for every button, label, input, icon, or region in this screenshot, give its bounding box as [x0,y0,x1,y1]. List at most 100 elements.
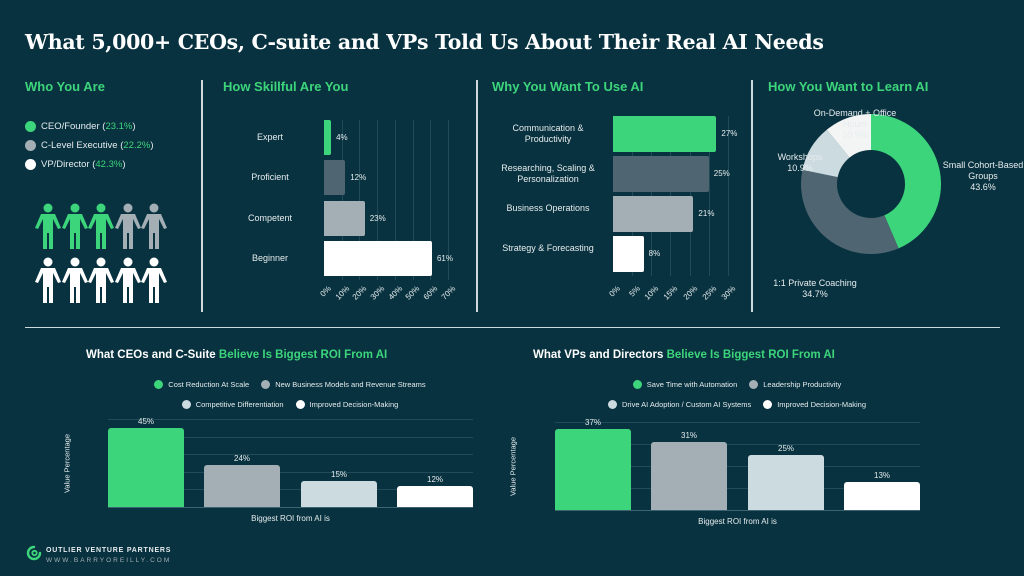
divider [751,80,753,312]
gridline [412,120,414,280]
legend-dot [763,400,773,409]
legend-label: Improved Decision-Making [309,400,399,409]
bar [613,236,644,272]
x-axis-label: Biggest ROI from AI is [251,514,330,523]
divider [201,80,203,312]
gridline [394,120,396,280]
legend-pct-wrap: (22.2%) [117,140,154,151]
donut-label: Small Cohort-Based Groups 43.6% [940,160,1024,193]
bar-value-label: 25% [777,444,795,454]
gridline [108,436,473,438]
legend-item: Cost Reduction At Scale [154,380,249,389]
bar [324,160,346,195]
bar-value-label: 27% [721,129,738,138]
bar-value-label: 4% [336,132,348,142]
legend-label: Cost Reduction At Scale [168,380,250,389]
person-icon [87,257,115,310]
legend-pct-wrap: (23.1%) [99,121,136,132]
y-axis-label: Value Percentage [508,436,518,497]
bar-value-label: 61% [436,253,453,263]
legend-item: Drive AI Adoption / Custom AI Systems [607,400,752,409]
legend-item: VP/Director (42.3%) [25,159,126,170]
legend-label: Drive AI Adoption / Custom AI Systems [621,400,752,409]
gridline [447,120,449,280]
legend-dot [632,380,642,389]
bar-value-label: 24% [233,453,251,463]
category-label: Competent [247,212,293,223]
donut-label: 1:1 Private Coaching 34.7% [770,278,860,300]
bar [204,464,280,507]
person-icon [140,203,168,256]
bar [748,455,824,510]
footer-url: WWW.BARRYOREILLY.COM [46,557,172,564]
chart-legend: Save Time with Automation Leadership Prod… [487,380,987,389]
legend-item: Leadership Productivity [749,380,841,389]
person-icon [114,203,142,256]
donut-value: 34.7% [802,289,828,299]
bar-value-label: 31% [680,431,698,441]
section-title-learn: How You Want to Learn AI [768,79,929,94]
gridline [727,116,729,276]
category-label: Researching, Scaling & Personalization [501,163,595,184]
footer-brand: OUTLIER VENTURE PARTNERS [46,547,172,554]
y-axis-label: Value Percentage [62,433,72,494]
category-label: Strategy & Forecasting [502,243,594,253]
legend-label: VP/Director [41,159,90,170]
gridline [555,422,920,424]
category-label: Beginner [251,252,289,263]
legend-item: C-Level Executive (22.2%) [25,140,153,151]
legend-dot [261,380,271,389]
legend-label: C-Level Executive [41,140,118,151]
donut-slice [801,169,899,255]
legend-dot [25,140,36,151]
page-title: What 5,000+ CEOs, C-suite and VPs Told U… [25,30,824,54]
bar-value-label: 37% [584,417,602,427]
legend-label: CEO/Founder [41,121,100,132]
donut-slice [826,114,871,158]
legend-dot [607,400,617,409]
donut-category: Workshops [777,152,823,162]
legend-pct: 23.1% [105,121,133,132]
chart-legend: Drive AI Adoption / Custom AI Systems Imp… [487,400,987,409]
bar-value-label: 12% [426,474,444,484]
legend-dot [25,121,36,132]
legend-item: CEO/Founder (23.1%) [25,121,136,132]
legend-label: Competitive Differentiation [195,400,284,409]
bar [555,428,631,510]
legend-item: Improved Decision-Making [763,400,866,409]
person-icon [61,257,89,310]
bar-value-label: 21% [698,209,715,218]
category-label: Communication & Productivity [512,123,584,144]
legend-dot [154,380,164,389]
legend-dot [181,400,191,409]
divider [476,80,478,312]
chart-legend: Cost Reduction At Scale New Business Mode… [40,380,540,389]
category-label: Expert [256,131,283,142]
legend-label: Improved Decision-Making [777,400,867,409]
bar [324,241,432,276]
legend-item: Save Time with Automation [632,380,737,389]
legend-label: Leadership Productivity [763,380,842,389]
bar [651,442,727,510]
bar-value-label: 15% [330,469,348,479]
bar [397,485,473,507]
baseline [555,510,920,511]
chart-title-accent: Believe Is Biggest ROI From AI [218,349,388,361]
bar-value-label: 13% [873,470,891,480]
bar [613,196,694,232]
chart-title: What CEOs and C-Suite Believe Is Biggest… [86,349,387,361]
gridline [555,488,920,490]
donut-value: 10.9% [787,163,813,173]
legend-label: New Business Models and Revenue Streams [275,380,426,389]
category-label: Business Operations [506,203,590,213]
legend-pct-wrap: (42.3%) [89,159,126,170]
chart-title-main: What CEOs and C-Suite [86,349,216,361]
donut-category: Small Cohort-Based Groups [942,160,1024,181]
legend-item: Competitive Differentiation [181,400,284,409]
gridline [708,116,710,276]
legend-dot [295,400,305,409]
bar [613,156,709,192]
donut-label: Workshops 10.9% [770,152,830,174]
donut-category: 1:1 Private Coaching [773,278,857,288]
